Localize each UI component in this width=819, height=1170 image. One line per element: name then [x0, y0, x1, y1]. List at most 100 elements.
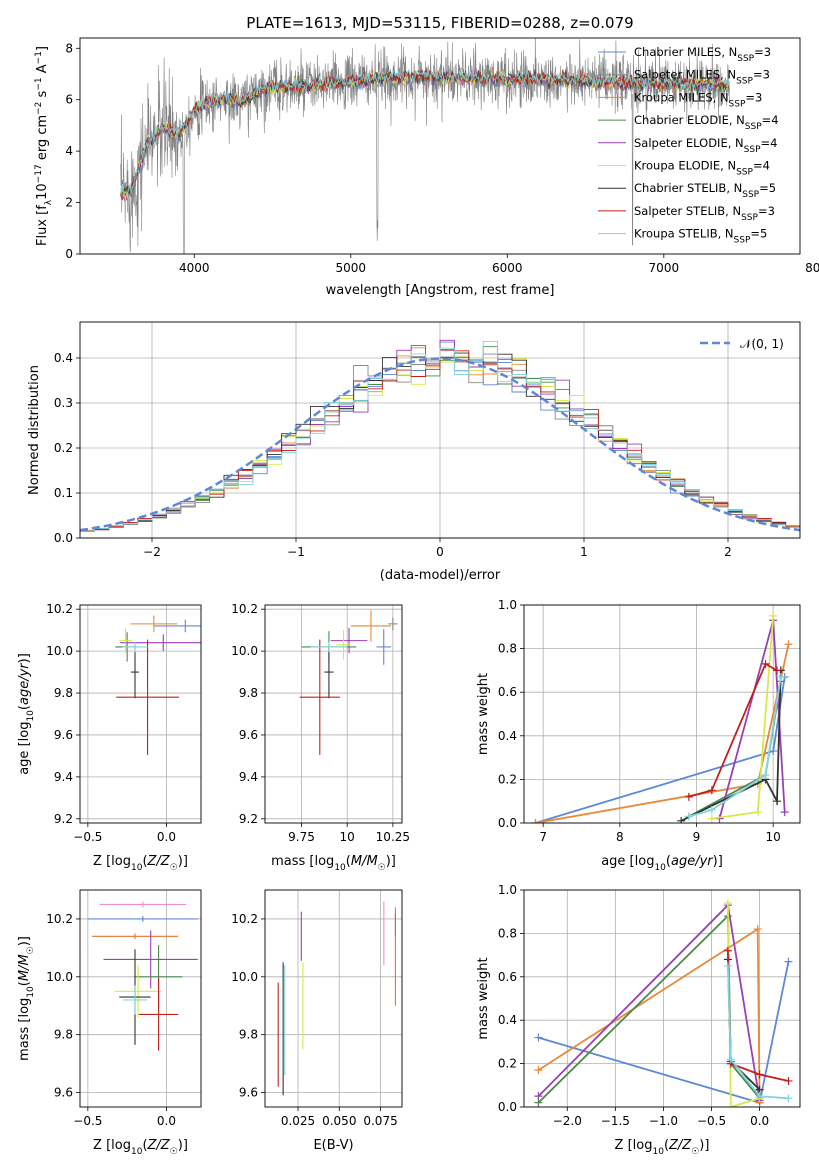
x-tick-label: −2	[143, 545, 161, 559]
label-part: ☉	[170, 863, 178, 873]
x-tick-label: −1.0	[649, 1114, 678, 1128]
y-tick-label: 0.4	[54, 351, 73, 365]
y-tick-label: 10.0	[46, 970, 73, 984]
plot-area	[299, 610, 398, 755]
weight-line-kroupa-miles	[537, 927, 761, 1103]
label-part: −1	[34, 51, 44, 64]
legend-entry: Kroupa STELIB, NSSP=5	[634, 227, 767, 246]
y-tick-label: 9.8	[239, 686, 258, 700]
x-tick-label: 2	[724, 545, 732, 559]
weight-marker	[726, 1055, 735, 1064]
label-part: Salpeter STELIB, N	[634, 204, 741, 218]
label-part: SSP	[736, 168, 753, 178]
y-axis-label: Flux [fλ10−17 erg cm−2 s−1 A−1]	[34, 46, 54, 246]
y-tick-label: 10.0	[231, 644, 258, 658]
weight-marker	[677, 816, 686, 823]
y-axis-label: Normed distribution	[27, 365, 42, 495]
y-tick-label: 0.6	[498, 970, 517, 984]
panel-spectrum: 4000 5000 6000 7000 8000 0 2 4 6 8 Chabrier MILES,…	[34, 37, 819, 298]
label-part: s	[35, 90, 50, 101]
y-tick-label: 10.0	[46, 644, 73, 658]
x-axis-label: (data-model)/error	[380, 568, 501, 583]
label-part: 10	[131, 1147, 143, 1157]
x-tick-label: 0.025	[281, 1114, 315, 1128]
label-part: )]	[17, 936, 32, 946]
label-part: −17	[34, 164, 44, 183]
model-line-kroupa-stelib	[120, 67, 730, 195]
y-tick-label: 0.2	[54, 441, 73, 455]
label-part: Salpeter MILES, N	[634, 68, 736, 82]
label-part: 10	[26, 986, 36, 998]
weight-marker	[723, 899, 732, 908]
x-tick-label: 6000	[492, 261, 523, 275]
y-tick-label: 9.4	[54, 770, 73, 784]
x-tick-label: 0.0	[157, 1114, 176, 1128]
label-part: age/yr	[17, 662, 32, 705]
label-part: 10	[35, 183, 50, 200]
plot-area	[87, 901, 198, 1051]
plot-area	[277, 901, 396, 1096]
x-tick-label: −1.5	[601, 1114, 630, 1128]
label-part: =4	[761, 136, 778, 150]
x-axis-label: Z [log10(Z/Z☉)]	[93, 1138, 188, 1157]
legend-entry: Chabrier MILES, NSSP=3	[634, 45, 771, 64]
y-axis-label: age [log10(age/yr)]	[17, 653, 36, 775]
weight-line-kroupa-miles	[535, 644, 790, 823]
weight-marker	[707, 814, 716, 823]
weight-line-kroupa-stelib	[688, 676, 782, 818]
x-tick-label: 7	[539, 830, 547, 844]
y-tick-label: 8	[65, 41, 73, 55]
x-axis-label: Z [log10(Z/Z☉)]	[615, 1138, 710, 1157]
label-part: Kroupa ELODIE, N	[634, 159, 736, 173]
axes-frame	[79, 889, 202, 1108]
legend-entry: Kroupa ELODIE, NSSP=4	[634, 159, 770, 178]
label-part: SSP	[741, 213, 758, 223]
label-part: Z/Z	[147, 1138, 171, 1153]
label-part: )]	[178, 1138, 188, 1153]
y-tick-label: 9.6	[54, 1086, 73, 1100]
y-tick-label: 0.0	[54, 531, 73, 545]
x-tick-label: 4000	[179, 261, 210, 275]
axes-frame	[264, 604, 403, 824]
y-tick-label: 0	[65, 247, 73, 261]
label-part: 10	[334, 863, 346, 873]
weight-marker	[534, 1092, 543, 1101]
label-part: Flux [f	[35, 205, 50, 246]
legend-entry: 𝒩(0, 1)	[740, 337, 784, 351]
x-tick-label: 0.075	[363, 1114, 397, 1128]
x-tick-label: −0.5	[73, 830, 102, 844]
weight-line-chabrier-elodie	[537, 913, 761, 1104]
x-tick-label: 9	[693, 830, 701, 844]
x-tick-label: 10	[340, 830, 355, 844]
y-tick-label: 0.2	[498, 1057, 517, 1071]
weight-marker	[769, 611, 778, 620]
weight-marker	[707, 805, 716, 814]
y-tick-label: 10.2	[46, 602, 73, 616]
x-tick-label: −0.5	[73, 1114, 102, 1128]
label-part: )]	[386, 854, 396, 869]
y-axis-label: mass weight	[476, 673, 491, 755]
axes-frame	[523, 604, 801, 824]
label-part: (	[666, 854, 671, 869]
label-part: Kroupa MILES, N	[634, 90, 729, 104]
axes-frame	[523, 889, 801, 1108]
weight-marker	[780, 808, 789, 817]
y-tick-label: 0.1	[54, 486, 73, 500]
y-tick-label: 0.8	[498, 642, 517, 656]
legend-entry: Chabrier STELIB, NSSP=5	[634, 181, 776, 200]
plot-area	[115, 615, 201, 755]
plot-area	[120, 38, 730, 254]
label-part: age [log	[17, 722, 32, 775]
axes-frame	[79, 604, 202, 824]
y-tick-label: 9.6	[54, 728, 73, 742]
label-part: =4	[753, 159, 770, 173]
label-part: =5	[759, 181, 776, 195]
weight-marker	[769, 747, 778, 756]
x-tick-label: 0.0	[157, 830, 176, 844]
label-part: age [log	[601, 854, 654, 869]
y-tick-label: 10.0	[231, 970, 258, 984]
label-part: SSP	[745, 122, 762, 132]
panel-age_vs_mass: 9.75 10 10.25 9.2 9.4 9.6 9.8 10.0 10.2 mass [log…	[231, 602, 410, 873]
panel-mass_vs_Z: −0.5 0.09.69.810.010.2Z [log10(Z/Z☉)]mass…	[17, 889, 202, 1157]
y-tick-label: 0.0	[498, 816, 517, 830]
